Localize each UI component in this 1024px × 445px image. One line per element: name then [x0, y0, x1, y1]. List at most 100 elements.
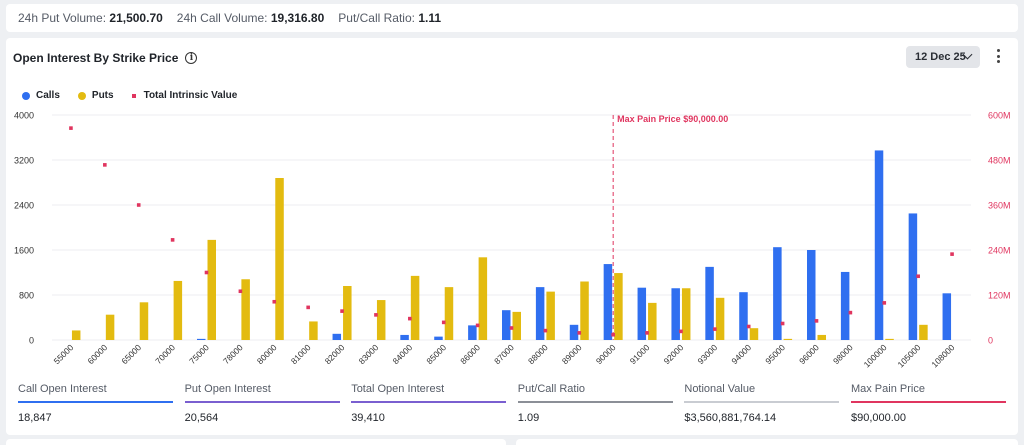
intrinsic-point [204, 270, 209, 275]
x-tick-label: 89000 [560, 342, 584, 366]
y-left-tick-label: 2400 [14, 201, 34, 211]
ratio-stat: Put/Call Ratio: 1.11 [338, 11, 442, 25]
intrinsic-point [577, 331, 582, 335]
info-icon[interactable]: i [185, 52, 198, 64]
bar-calls [671, 288, 680, 340]
bar-puts [715, 297, 725, 340]
stat-put-call-ratio: Put/Call Ratio 1.09 [517, 383, 673, 424]
intrinsic-point [69, 126, 73, 130]
bar-puts [580, 281, 589, 340]
intrinsic-point [848, 310, 853, 315]
intrinsic-point [238, 289, 243, 294]
bar-puts [275, 178, 284, 340]
bar-puts [546, 291, 555, 340]
expiry-date-select[interactable]: 12 Dec 25 [906, 46, 980, 68]
bar-calls [773, 247, 782, 340]
y-left-tick-label: 3200 [14, 156, 34, 166]
bar-calls [908, 213, 918, 340]
bar-puts [139, 302, 149, 340]
y-right-tick-label: 240M [988, 246, 1011, 256]
bar-puts [71, 330, 81, 340]
bar-puts [410, 275, 420, 340]
intrinsic-point [475, 323, 480, 328]
bar-puts [749, 328, 759, 340]
bar-calls [840, 271, 850, 340]
bar-puts [512, 311, 521, 340]
bar-calls [637, 287, 647, 340]
stat-value: 18,847 [18, 411, 52, 424]
intrinsic-point [272, 299, 277, 304]
bar-puts [173, 280, 183, 340]
chart-grid [52, 114, 971, 341]
intrinsic-point [611, 332, 615, 337]
y-right-tick-label: 360M [988, 201, 1011, 211]
legend-item-puts[interactable]: Puts [77, 90, 114, 101]
x-tick-label: 55000 [52, 342, 76, 366]
stat-underline [517, 401, 673, 403]
bar-puts [681, 288, 691, 340]
x-tick-label: 80000 [255, 342, 279, 366]
x-tick-label: 91000 [628, 342, 652, 366]
stat-max-pain-price: Max Pain Price $90,000.00 [850, 383, 1006, 424]
intrinsic-point [136, 203, 141, 207]
x-tick-label: 92000 [662, 342, 686, 366]
x-tick-label: 88000 [526, 342, 550, 366]
bar-puts [376, 300, 386, 340]
legend-puts-swatch [77, 91, 86, 100]
chart-legend: Calls Puts Total Intrinsic Value [22, 90, 255, 101]
intrinsic-point [340, 309, 344, 313]
x-tick-label: 78000 [221, 342, 245, 366]
y-left-tick-label: 4000 [14, 111, 34, 121]
y-right-tick-label: 600M [988, 111, 1011, 121]
legend-item-calls[interactable]: Calls [22, 90, 60, 101]
x-tick-label: 105000 [895, 342, 922, 369]
intrinsic-point [441, 320, 446, 325]
stat-label: Notional Value [684, 383, 756, 395]
bar-calls [502, 310, 511, 340]
intrinsic-point [103, 163, 107, 167]
x-tick-label: 95000 [763, 342, 787, 366]
x-tick-label: 98000 [831, 342, 855, 366]
x-tick-label: 85000 [424, 342, 448, 366]
x-tick-label: 82000 [323, 342, 347, 366]
intrinsic-point [746, 324, 751, 329]
intrinsic-point [713, 327, 717, 331]
stat-value: $3,560,881,764.14 [684, 411, 777, 424]
max-pain-annotation: Max Pain Price $90,000.00 [612, 114, 728, 340]
call-volume-stat: 24h Call Volume: 19,316.80 [176, 11, 325, 25]
open-interest-chart: Max Pain Price $90,000.00 4000 3200 2400 16… [14, 111, 1011, 370]
stat-notional-value: Notional Value $3,560,881,764.14 [684, 383, 840, 424]
x-tick-label: 86000 [458, 342, 482, 366]
x-tick-label: 65000 [119, 342, 143, 366]
legend-item-intrinsic[interactable]: Total Intrinsic Value [131, 90, 237, 101]
card-title: Open Interest By Strike Price i [13, 51, 198, 65]
bar-puts [885, 338, 894, 340]
stat-underline [18, 401, 173, 403]
x-tick-label: 96000 [797, 342, 821, 366]
x-tick-label: 81000 [289, 342, 313, 366]
stat-label: Put/Call Ratio [517, 383, 586, 395]
x-tick-label: 60000 [85, 342, 109, 366]
footer-card-right [516, 439, 1018, 445]
bar-puts [444, 287, 454, 340]
y-right-tick-label: 0 [988, 336, 993, 346]
stat-label: Total Open Interest [351, 383, 445, 395]
x-tick-label: 93000 [695, 342, 719, 366]
bar-puts [241, 279, 250, 340]
stat-underline [351, 401, 507, 403]
x-tick-label: 87000 [492, 342, 516, 366]
bar-puts [783, 338, 793, 340]
bar-calls [874, 150, 884, 340]
intrinsic-point [408, 316, 412, 321]
more-options-icon[interactable] [991, 49, 1005, 67]
intrinsic-point [882, 301, 887, 305]
bar-puts [105, 314, 115, 340]
top-stats-bar: 24h Put Volume: 21,500.70 24h Call Volum… [6, 4, 1018, 32]
bar-calls [603, 264, 613, 340]
bar-calls [535, 287, 545, 340]
y-right-tick-label: 480M [988, 156, 1011, 166]
intrinsic-point [306, 305, 310, 310]
x-tick-label: 100000 [862, 342, 889, 369]
bar-calls [942, 293, 952, 340]
footer-cards [6, 439, 1018, 445]
